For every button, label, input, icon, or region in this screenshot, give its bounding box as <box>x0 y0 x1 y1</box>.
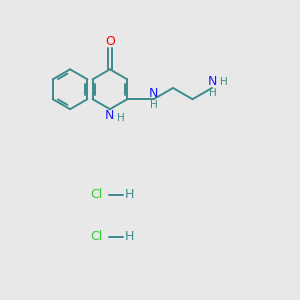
Text: H: H <box>209 88 217 98</box>
Text: Cl: Cl <box>90 230 102 244</box>
Text: O: O <box>105 34 115 48</box>
Text: H: H <box>220 77 228 87</box>
Text: N: N <box>149 87 159 100</box>
Text: H: H <box>124 230 134 244</box>
Text: H: H <box>117 113 124 123</box>
Text: Cl: Cl <box>90 188 102 202</box>
Text: N: N <box>104 109 114 122</box>
Text: H: H <box>150 100 158 110</box>
Text: N: N <box>208 76 218 88</box>
Text: H: H <box>124 188 134 202</box>
